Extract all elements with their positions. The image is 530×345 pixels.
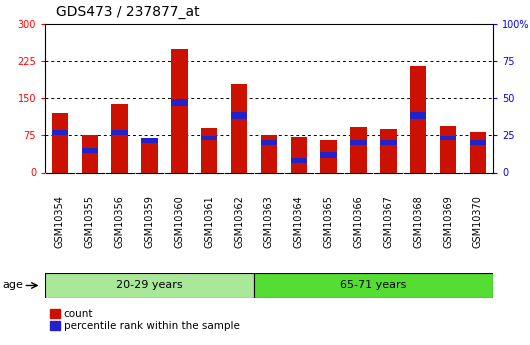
Text: age: age	[3, 280, 23, 290]
Bar	[231, 112, 248, 119]
Bar	[380, 140, 396, 145]
Bar	[52, 113, 68, 172]
Bar	[350, 140, 367, 145]
Text: GSM10369: GSM10369	[443, 195, 453, 248]
Text: GSM10359: GSM10359	[145, 195, 155, 248]
Text: GSM10362: GSM10362	[234, 195, 244, 248]
Text: 20-29 years: 20-29 years	[116, 280, 183, 290]
Text: GSM10365: GSM10365	[324, 195, 334, 248]
Bar	[470, 140, 486, 145]
Text: GSM10370: GSM10370	[473, 195, 483, 248]
Bar	[45, 273, 254, 298]
Bar	[111, 130, 128, 135]
Bar	[261, 135, 277, 172]
Bar	[470, 132, 486, 172]
Bar	[52, 130, 68, 135]
Bar	[290, 158, 307, 162]
Text: GSM10361: GSM10361	[204, 195, 214, 248]
Bar	[410, 112, 427, 119]
Text: GDS473 / 237877_at: GDS473 / 237877_at	[56, 5, 199, 19]
Bar	[350, 127, 367, 172]
Text: GSM10354: GSM10354	[55, 195, 65, 248]
Bar	[410, 66, 427, 172]
Bar	[254, 273, 493, 298]
Text: GSM10355: GSM10355	[85, 195, 95, 248]
Bar	[201, 128, 217, 172]
Bar	[111, 104, 128, 172]
Bar	[290, 137, 307, 172]
Bar	[82, 148, 98, 153]
Text: GSM10366: GSM10366	[354, 195, 364, 248]
Text: GSM10368: GSM10368	[413, 195, 423, 248]
Bar	[171, 49, 188, 172]
Bar	[440, 126, 456, 172]
Bar	[171, 99, 188, 106]
Bar	[201, 136, 217, 140]
Bar	[321, 140, 337, 172]
Bar	[261, 140, 277, 145]
Bar	[231, 85, 248, 172]
Legend: count, percentile rank within the sample: count, percentile rank within the sample	[50, 309, 240, 332]
Text: GSM10367: GSM10367	[383, 195, 393, 248]
Bar	[82, 135, 98, 172]
Bar	[440, 136, 456, 140]
Bar	[321, 152, 337, 158]
Text: 65-71 years: 65-71 years	[340, 280, 407, 290]
Bar	[142, 139, 158, 172]
Text: GSM10363: GSM10363	[264, 195, 274, 248]
Text: GSM10360: GSM10360	[174, 195, 184, 248]
Text: GSM10356: GSM10356	[114, 195, 125, 248]
Bar	[380, 129, 396, 172]
Bar	[142, 138, 158, 143]
Text: GSM10364: GSM10364	[294, 195, 304, 248]
